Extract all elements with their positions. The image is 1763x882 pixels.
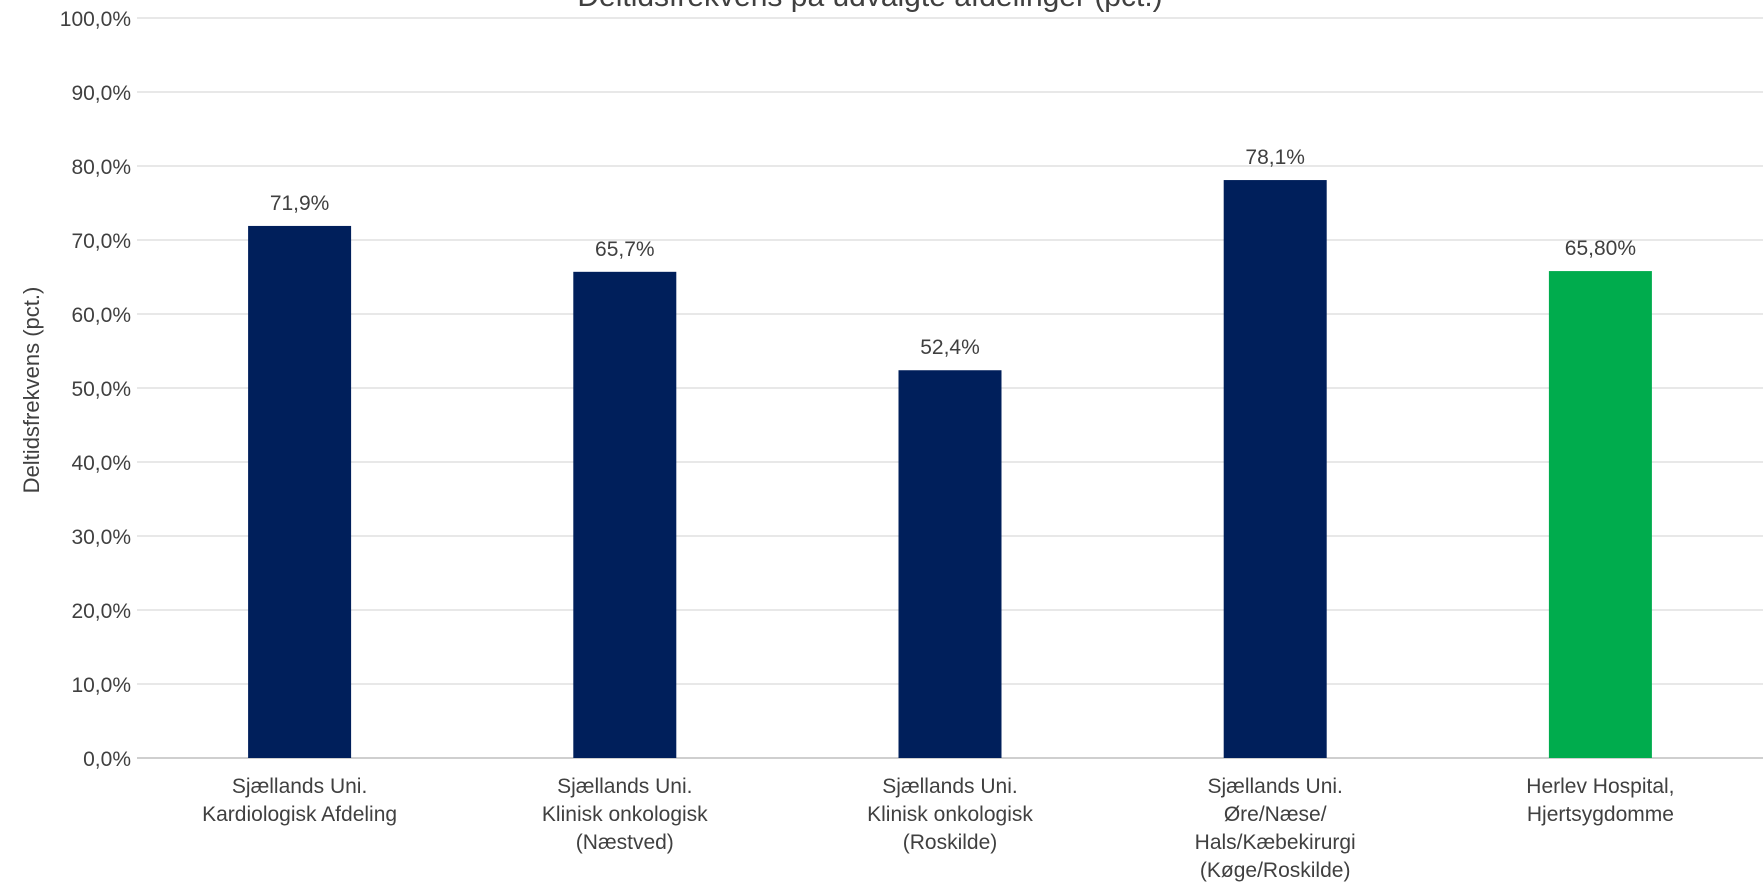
y-tick-label: 60,0% xyxy=(71,304,131,327)
x-tick-label-line: (Næstved) xyxy=(576,831,674,854)
x-tick-label-line: Sjællands Uni. xyxy=(882,775,1017,798)
y-tick-label: 100,0% xyxy=(60,8,131,31)
x-tick-label: Sjællands Uni. Kardiologisk Afdeling xyxy=(202,775,397,826)
data-label: 52,4% xyxy=(920,336,980,359)
y-tick-label: 90,0% xyxy=(71,82,131,105)
x-tick-label-line: Hjertsygdomme xyxy=(1527,803,1674,826)
y-tick-label: 40,0% xyxy=(71,452,131,475)
bars xyxy=(248,180,1652,758)
data-label: 71,9% xyxy=(270,192,330,215)
data-label: 65,80% xyxy=(1565,237,1636,260)
y-tick-label: 30,0% xyxy=(71,526,131,549)
chart-title: Deltidsfrekvens på udvalgte afdelinger (… xyxy=(577,0,1162,13)
x-tick-label-line: Sjællands Uni. xyxy=(557,775,692,798)
y-tick-label: 70,0% xyxy=(71,230,131,253)
data-label: 78,1% xyxy=(1245,146,1305,169)
x-tick-label-line: Herlev Hospital, xyxy=(1526,775,1674,798)
bar xyxy=(1223,180,1327,758)
bar xyxy=(898,370,1002,758)
x-tick-label-line: Hals/Kæbekirurgi xyxy=(1195,831,1356,854)
x-tick-label-line: Klinisk onkologisk xyxy=(867,803,1033,826)
x-tick-label-line: (Køge/Roskilde) xyxy=(1200,859,1351,882)
data-labels: 71,9% 65,7% 52,4% 78,1% 65,80% xyxy=(270,146,1636,359)
y-tick-label: 50,0% xyxy=(71,378,131,401)
x-tick-label-line: Sjællands Uni. xyxy=(232,775,367,798)
x-tick-label: Herlev Hospital, Hjertsygdomme xyxy=(1526,775,1674,826)
y-tick-label: 0,0% xyxy=(83,748,131,771)
x-tick-label-line: (Roskilde) xyxy=(903,831,998,854)
y-axis-label: Deltidsfrekvens (pct.) xyxy=(19,287,44,494)
x-tick-label-line: Sjællands Uni. xyxy=(1207,775,1342,798)
x-axis-ticks: Sjællands Uni. Kardiologisk AfdelingSjæll… xyxy=(202,775,1674,882)
x-tick-label: Sjællands Uni. Klinisk onkologisk (Roskild… xyxy=(867,775,1033,854)
x-tick-label-line: Kardiologisk Afdeling xyxy=(202,803,397,826)
bar xyxy=(1548,271,1652,758)
bar xyxy=(248,225,352,758)
y-tick-label: 10,0% xyxy=(71,674,131,697)
y-tick-label: 20,0% xyxy=(71,600,131,623)
data-label: 65,7% xyxy=(595,238,655,261)
x-tick-label-line: Klinisk onkologisk xyxy=(542,803,708,826)
x-tick-label-line: Øre/Næse/ xyxy=(1224,803,1327,826)
x-tick-label: Sjællands Uni. Øre/Næse/Hals/Kæbekirurgi (… xyxy=(1195,775,1356,882)
bar xyxy=(573,271,677,758)
y-tick-label: 80,0% xyxy=(71,156,131,179)
x-tick-label: Sjællands Uni. Klinisk onkologisk (Næstved… xyxy=(542,775,708,854)
y-axis-ticks: 0,0% 10,0% 20,0% 30,0% 40,0% 50,0% 60,0% 70,0% 8… xyxy=(60,8,131,771)
